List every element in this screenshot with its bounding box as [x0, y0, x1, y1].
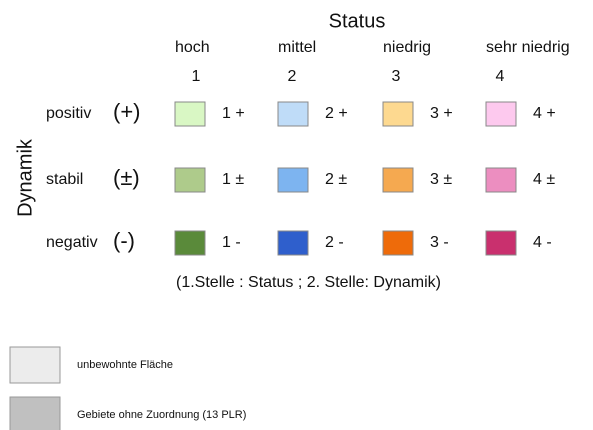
swatch-label: 1 - [222, 234, 241, 251]
swatch-label: 4 - [533, 234, 552, 251]
swatch-label: 3 + [430, 105, 453, 122]
swatch [382, 101, 414, 127]
swatch-label: 1 + [222, 105, 245, 122]
swatch [485, 101, 517, 127]
row-symbol: (+) [113, 99, 141, 124]
swatch-label: 4 + [533, 105, 556, 122]
swatch [485, 230, 517, 256]
column-number: 4 [496, 68, 505, 85]
swatch-label: 3 - [430, 234, 449, 251]
dynamik-title: Dynamik [14, 138, 36, 217]
column-number: 1 [192, 68, 201, 85]
swatch-label: 1 ± [222, 171, 244, 188]
column-number: 3 [392, 68, 401, 85]
extra-swatch [9, 346, 61, 384]
swatch [485, 167, 517, 193]
swatch [174, 230, 206, 256]
column-name: niedrig [383, 39, 431, 56]
column-name: mittel [278, 39, 316, 56]
note: (1.Stelle : Status ; 2. Stelle: Dynamik) [176, 274, 441, 291]
swatch [382, 167, 414, 193]
column-number: 2 [288, 68, 297, 85]
swatch-label: 2 - [325, 234, 344, 251]
extra-label: unbewohnte Fläche [77, 359, 173, 371]
extra-label: Gebiete ohne Zuordnung (13 PLR) [77, 409, 246, 421]
swatch-label: 4 ± [533, 171, 555, 188]
swatch [382, 230, 414, 256]
row-name: negativ [46, 234, 98, 251]
swatch [277, 167, 309, 193]
row-name: stabil [46, 171, 83, 188]
extra-swatch [9, 396, 61, 430]
swatch-label: 3 ± [430, 171, 452, 188]
swatch [277, 230, 309, 256]
swatch [174, 167, 206, 193]
status-title: Status [329, 10, 386, 32]
swatch [277, 101, 309, 127]
column-name: hoch [175, 39, 210, 56]
row-name: positiv [46, 105, 91, 122]
row-symbol: (-) [113, 228, 135, 253]
row-symbol: (±) [113, 165, 140, 190]
swatch-label: 2 ± [325, 171, 347, 188]
swatch [174, 101, 206, 127]
column-name: sehr niedrig [486, 39, 570, 56]
swatch-label: 2 + [325, 105, 348, 122]
